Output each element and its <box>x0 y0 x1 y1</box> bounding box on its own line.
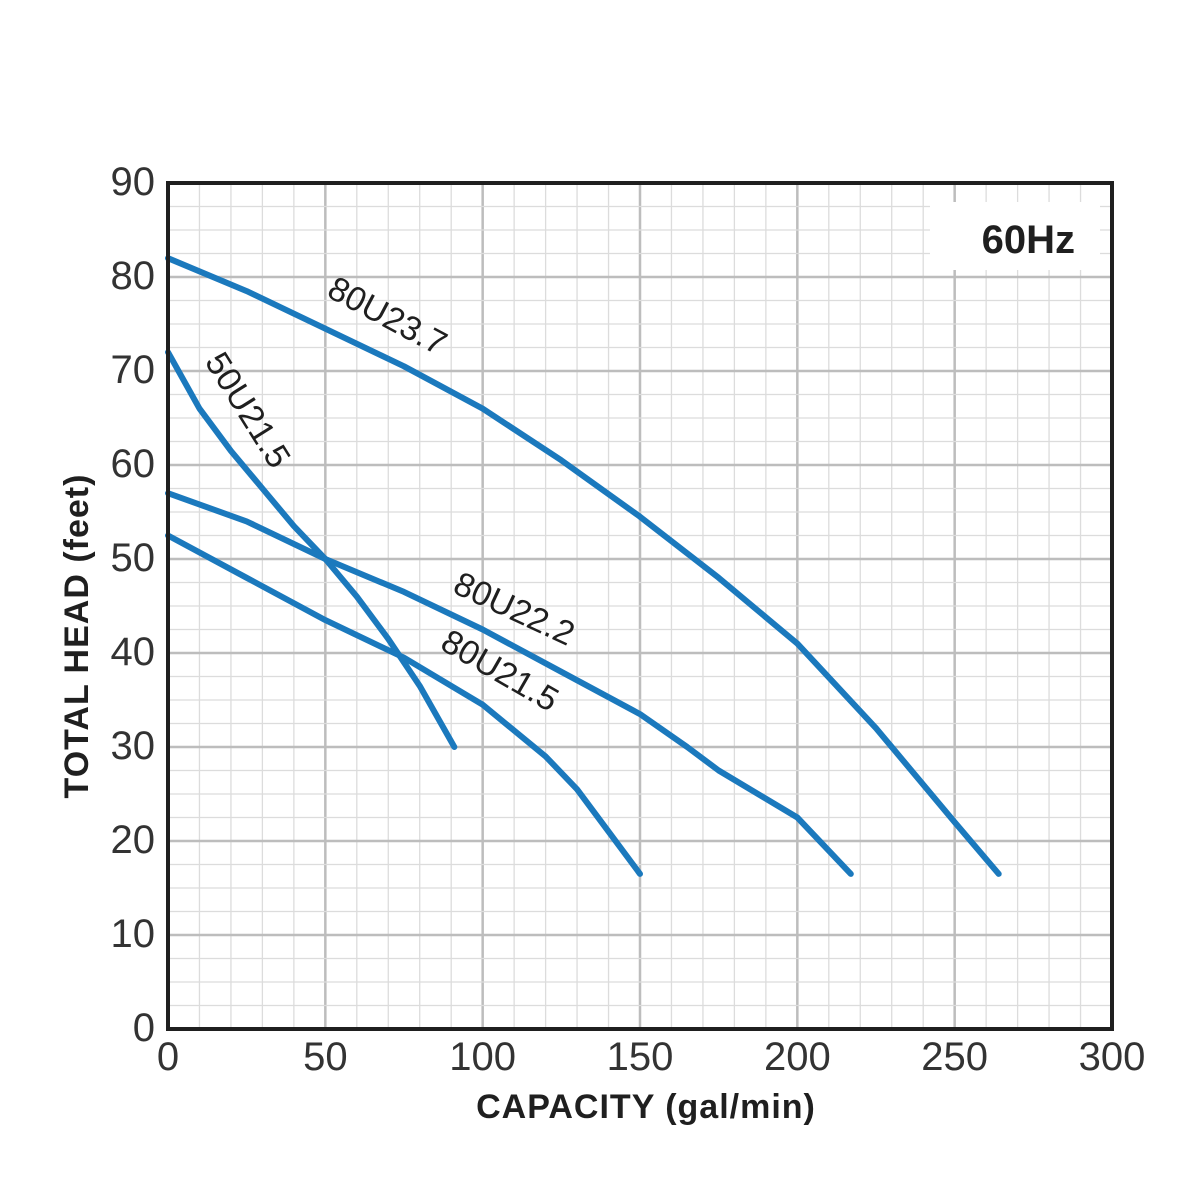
y-tick-label: 10 <box>111 912 156 956</box>
series-line-80u23-7 <box>165 255 1002 877</box>
series-line-80u22-2 <box>165 490 854 877</box>
y-tick-label: 70 <box>111 348 156 392</box>
y-tick-label: 30 <box>111 724 156 768</box>
y-axis-title: TOTAL HEAD (feet) <box>58 474 96 799</box>
x-axis-title: CAPACITY (gal/min) <box>476 1088 816 1126</box>
pump-curves <box>165 255 1002 877</box>
series-label-80u23-7: 80U23.7 <box>322 269 453 363</box>
series-line-50u21-5 <box>165 349 458 750</box>
x-tick-label: 150 <box>607 1035 674 1079</box>
y-tick-label: 60 <box>111 442 156 486</box>
plot-grid <box>168 183 1112 1029</box>
x-tick-label: 300 <box>1079 1035 1146 1079</box>
series-line-80u21-5 <box>165 532 643 877</box>
y-tick-label: 0 <box>133 1006 155 1050</box>
x-tick-label: 0 <box>157 1035 179 1079</box>
axis-ticks: 0 50 100 150 200 250 300 0 10 20 30 40 50 60 70 80 90 <box>111 160 1146 1079</box>
frequency-label-background <box>930 202 1100 270</box>
y-tick-label: 20 <box>111 818 156 862</box>
y-tick-label: 40 <box>111 630 156 674</box>
y-tick-label: 50 <box>111 536 156 580</box>
x-tick-label: 100 <box>449 1035 516 1079</box>
x-tick-label: 250 <box>921 1035 988 1079</box>
x-tick-label: 200 <box>764 1035 831 1079</box>
y-tick-label: 80 <box>111 254 156 298</box>
x-tick-label: 50 <box>303 1035 348 1079</box>
plot-frame <box>166 181 1114 1031</box>
y-tick-label: 90 <box>111 160 156 204</box>
frequency-label: 60Hz <box>982 218 1075 262</box>
series-label-50u21-5: 50U21.5 <box>197 346 297 475</box>
